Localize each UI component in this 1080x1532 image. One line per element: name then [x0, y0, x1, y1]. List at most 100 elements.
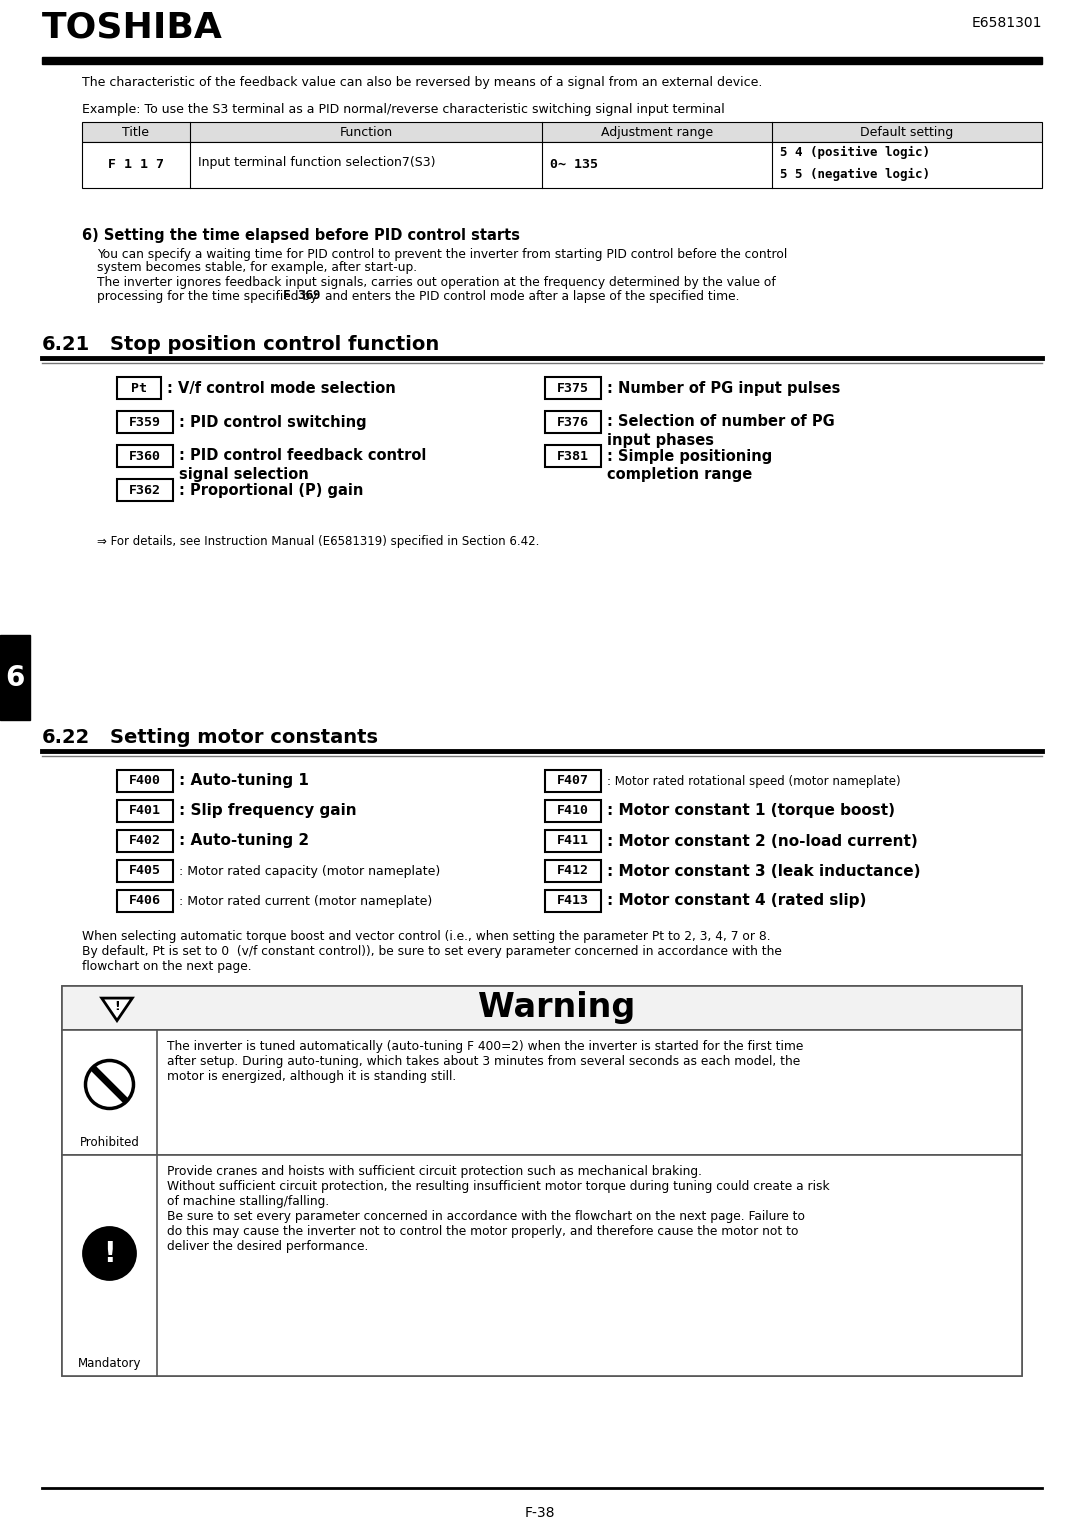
Text: system becomes stable, for example, after start-up.: system becomes stable, for example, afte…	[97, 260, 417, 274]
Text: Provide cranes and hoists with sufficient circuit protection such as mechanical : Provide cranes and hoists with sufficien…	[167, 1164, 829, 1253]
Text: and enters the PID control mode after a lapse of the specified time.: and enters the PID control mode after a …	[325, 290, 740, 303]
Text: : Selection of number of PG: : Selection of number of PG	[607, 415, 835, 429]
Bar	[62, 987, 1022, 1030]
Text: F402: F402	[129, 835, 161, 847]
Bar	[545, 859, 600, 882]
Polygon shape	[102, 999, 133, 1020]
Text: TOSHIBA: TOSHIBA	[42, 11, 222, 44]
Text: !: !	[104, 1239, 116, 1267]
Text: 6.22: 6.22	[42, 728, 91, 748]
Text: F411: F411	[557, 835, 589, 847]
Text: 0~ 135: 0~ 135	[550, 158, 598, 172]
Text: F381: F381	[557, 449, 589, 463]
Text: Setting motor constants: Setting motor constants	[110, 728, 378, 748]
Bar	[117, 890, 173, 912]
Bar	[117, 377, 161, 398]
Text: Stop position control function: Stop position control function	[110, 336, 440, 354]
Text: processing for the time specified by: processing for the time specified by	[97, 290, 325, 303]
Text: Mandatory: Mandatory	[78, 1357, 141, 1371]
Text: 6: 6	[5, 663, 25, 691]
Text: : Motor constant 2 (no-load current): : Motor constant 2 (no-load current)	[607, 833, 918, 849]
Bar	[117, 800, 173, 823]
Bar	[82, 123, 1042, 142]
Bar	[545, 890, 600, 912]
Bar	[117, 830, 173, 852]
Text: F376: F376	[557, 415, 589, 429]
Text: Input terminal function selection7(S3): Input terminal function selection7(S3)	[198, 156, 435, 169]
Text: : Motor constant 1 (torque boost): : Motor constant 1 (torque boost)	[607, 803, 895, 818]
Text: Default setting: Default setting	[861, 126, 954, 139]
Text: : V/f control mode selection: : V/f control mode selection	[167, 380, 395, 395]
Text: !: !	[114, 1000, 120, 1014]
Bar	[62, 1155, 1022, 1376]
Bar	[545, 377, 600, 398]
Text: F-38: F-38	[525, 1506, 555, 1520]
Bar	[82, 142, 1042, 188]
Text: Pt: Pt	[131, 381, 147, 395]
Bar	[117, 411, 173, 434]
Text: Example: To use the S3 terminal as a PID normal/reverse characteristic switching: Example: To use the S3 terminal as a PID…	[82, 103, 725, 116]
Bar	[545, 771, 600, 792]
Text: : Motor rated capacity (motor nameplate): : Motor rated capacity (motor nameplate)	[179, 864, 441, 878]
Text: F410: F410	[557, 804, 589, 818]
Bar	[62, 1030, 1022, 1155]
Text: : Motor rated current (motor nameplate): : Motor rated current (motor nameplate)	[179, 895, 432, 907]
Text: 5 5 (negative logic): 5 5 (negative logic)	[780, 167, 930, 181]
Text: : Auto-tuning 1: : Auto-tuning 1	[179, 774, 309, 789]
Text: The characteristic of the feedback value can also be reversed by means of a sign: The characteristic of the feedback value…	[82, 77, 762, 89]
Bar	[42, 57, 1042, 64]
Text: Adjustment range: Adjustment range	[600, 126, 713, 139]
Bar	[62, 987, 1022, 1376]
Text: : Motor rated rotational speed (motor nameplate): : Motor rated rotational speed (motor na…	[607, 775, 901, 787]
Text: The inverter is tuned automatically (auto-tuning F 400=2) when the inverter is s: The inverter is tuned automatically (aut…	[167, 1040, 804, 1083]
Bar	[545, 411, 600, 434]
Text: F413: F413	[557, 895, 589, 907]
Bar	[117, 771, 173, 792]
Text: ⇒ For details, see Instruction Manual (E6581319) specified in Section 6.42.: ⇒ For details, see Instruction Manual (E…	[97, 535, 539, 548]
Text: 6) Setting the time elapsed before PID control starts: 6) Setting the time elapsed before PID c…	[82, 228, 519, 244]
Circle shape	[83, 1227, 135, 1279]
Text: Function: Function	[339, 126, 392, 139]
Text: : Simple positioning: : Simple positioning	[607, 449, 772, 464]
Text: F359: F359	[129, 415, 161, 429]
Bar	[0, 634, 30, 720]
Text: F362: F362	[129, 484, 161, 496]
Circle shape	[85, 1060, 134, 1109]
Text: You can specify a waiting time for PID control to prevent the inverter from star: You can specify a waiting time for PID c…	[97, 248, 787, 260]
Text: F375: F375	[557, 381, 589, 395]
Text: E6581301: E6581301	[972, 15, 1042, 31]
Text: F401: F401	[129, 804, 161, 818]
Text: F 369: F 369	[283, 290, 321, 302]
Text: : Motor constant 4 (rated slip): : Motor constant 4 (rated slip)	[607, 893, 866, 908]
Text: F400: F400	[129, 775, 161, 787]
Text: : Auto-tuning 2: : Auto-tuning 2	[179, 833, 309, 849]
Text: Warning: Warning	[478, 991, 636, 1025]
Text: : Proportional (P) gain: : Proportional (P) gain	[179, 483, 363, 498]
Text: When selecting automatic torque boost and vector control (i.e., when setting the: When selecting automatic torque boost an…	[82, 930, 782, 973]
Text: F407: F407	[557, 775, 589, 787]
Text: completion range: completion range	[607, 467, 753, 481]
Text: : Slip frequency gain: : Slip frequency gain	[179, 803, 356, 818]
Text: signal selection: signal selection	[179, 467, 309, 481]
Text: The inverter ignores feedback input signals, carries out operation at the freque: The inverter ignores feedback input sign…	[97, 276, 775, 290]
Bar	[117, 444, 173, 467]
Text: input phases: input phases	[607, 432, 714, 447]
Text: : PID control feedback control: : PID control feedback control	[179, 449, 427, 464]
Text: Title: Title	[122, 126, 149, 139]
Text: : Motor constant 3 (leak inductance): : Motor constant 3 (leak inductance)	[607, 864, 920, 878]
Text: F405: F405	[129, 864, 161, 878]
Text: F406: F406	[129, 895, 161, 907]
Text: 6.21: 6.21	[42, 336, 91, 354]
Text: : Number of PG input pulses: : Number of PG input pulses	[607, 380, 840, 395]
Text: 5 4 (positive logic): 5 4 (positive logic)	[780, 146, 930, 158]
Bar	[117, 859, 173, 882]
Bar	[545, 830, 600, 852]
Text: Prohibited: Prohibited	[80, 1137, 139, 1149]
Text: : PID control switching: : PID control switching	[179, 415, 366, 429]
Bar	[545, 800, 600, 823]
Bar	[545, 444, 600, 467]
Text: F412: F412	[557, 864, 589, 878]
Bar	[117, 480, 173, 501]
Text: F 1 1 7: F 1 1 7	[108, 158, 164, 172]
Text: F360: F360	[129, 449, 161, 463]
